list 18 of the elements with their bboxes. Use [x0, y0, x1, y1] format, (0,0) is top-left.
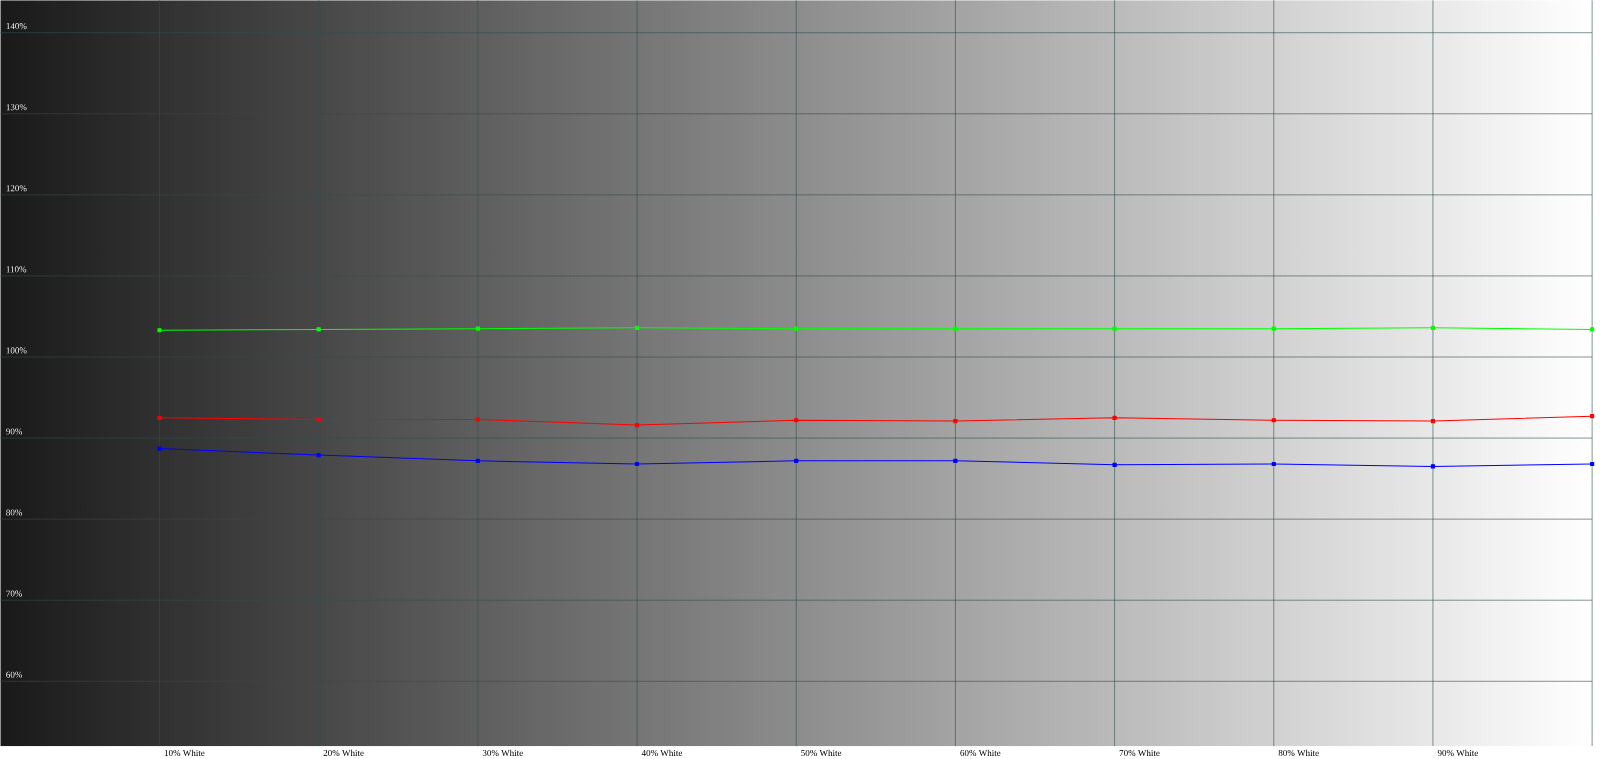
- x-tick-label: 30% White: [482, 749, 523, 756]
- x-tick-label: 40% White: [641, 749, 683, 756]
- y-tick-label: 140%: [6, 22, 27, 29]
- x-tick-label: 50% White: [801, 749, 842, 756]
- x-tick-label: 70% White: [1119, 749, 1160, 756]
- y-tick-label: 90%: [6, 428, 23, 435]
- y-tick-label: 60%: [6, 671, 23, 678]
- x-tick-label: 90% White: [1437, 749, 1478, 756]
- x-tick-label: 10% White: [164, 749, 205, 756]
- y-tick-label: 110%: [6, 266, 27, 273]
- y-tick-label: 70%: [6, 590, 23, 597]
- y-tick-label: 100%: [6, 347, 27, 354]
- x-tick-label: 80% White: [1278, 749, 1319, 756]
- y-tick-label: 80%: [6, 509, 23, 516]
- x-tick-label: 20% White: [323, 749, 364, 756]
- y-tick-label: 120%: [6, 185, 27, 192]
- y-tick-label: 130%: [6, 103, 27, 111]
- x-tick-label: 60% White: [960, 749, 1001, 756]
